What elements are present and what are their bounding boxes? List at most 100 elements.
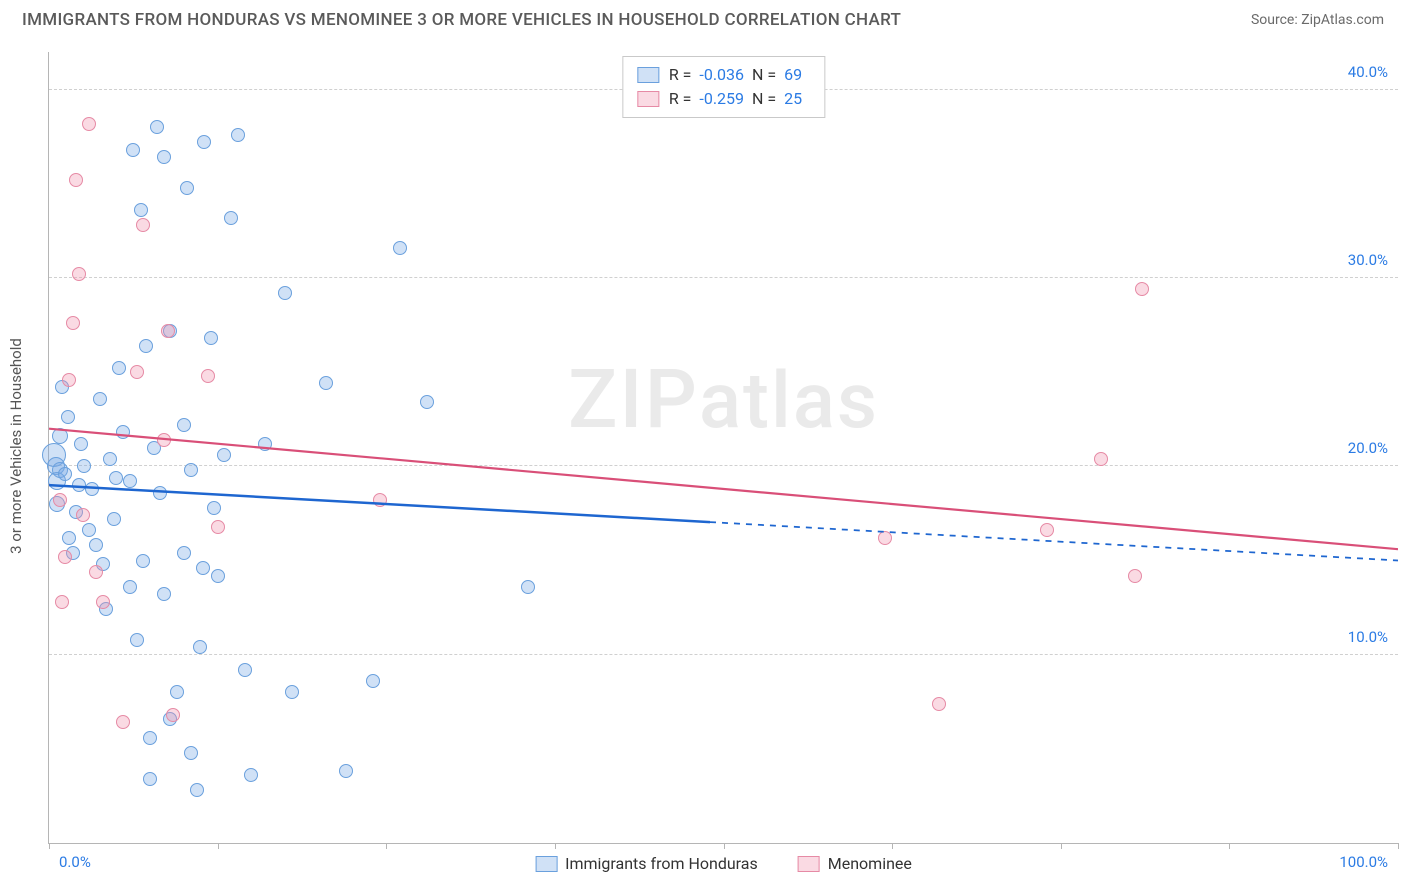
data-point [153,486,167,500]
data-point [201,369,215,383]
data-point [231,128,245,142]
data-point [93,392,107,406]
data-point [77,459,91,473]
x-axis-notch [1398,843,1399,849]
data-point [193,640,207,654]
data-point [244,768,258,782]
y-axis-tick: 10.0% [1348,628,1388,646]
data-point [150,120,164,134]
data-point [932,697,946,711]
data-point [1128,569,1142,583]
data-point [190,783,204,797]
scatter-plot-area: ZIPatlas R = -0.036N = 69 R = -0.259N = … [48,52,1398,844]
data-point [278,286,292,300]
x-axis-notch [218,843,219,849]
gridline [49,465,1398,466]
data-point [55,595,69,609]
legend-item-series-1: Immigrants from Honduras [535,854,758,873]
data-point [285,685,299,699]
data-point [211,520,225,534]
data-point [373,493,387,507]
data-point [319,376,333,390]
x-axis-notch [386,843,387,849]
data-point [521,580,535,594]
data-point [61,410,75,424]
data-point [211,569,225,583]
data-point [366,674,380,688]
data-point [1135,282,1149,296]
data-point [196,561,210,575]
n-value: 25 [784,89,802,108]
data-point [74,437,88,451]
data-point [116,715,130,729]
data-point [136,218,150,232]
data-point [177,418,191,432]
trend-lines [49,52,1398,843]
y-axis-tick: 20.0% [1348,439,1388,457]
data-point [96,595,110,609]
x-axis-notch [724,843,725,849]
legend-row-series-1: R = -0.036 N = 69 [637,63,810,87]
data-point [62,373,76,387]
x-axis-notch [892,843,893,849]
r-label: R = [669,89,696,108]
data-point [420,395,434,409]
data-point [157,433,171,447]
data-point [180,181,194,195]
data-point [204,331,218,345]
x-axis-notch [49,843,50,849]
data-point [134,203,148,217]
data-point [161,324,175,338]
r-value: -0.036 [699,65,744,84]
legend-label: Menominee [828,854,912,873]
data-point [130,365,144,379]
legend-label: Immigrants from Honduras [565,854,758,873]
x-axis-notch [1229,843,1230,849]
data-point [85,482,99,496]
data-point [166,708,180,722]
data-point [393,241,407,255]
data-point [66,316,80,330]
x-axis-notch [1061,843,1062,849]
data-point [139,339,153,353]
data-point [184,746,198,760]
data-point [52,428,68,444]
data-point [72,478,86,492]
data-point [878,531,892,545]
data-point [89,565,103,579]
correlation-legend: R = -0.036N = 69 R = -0.259N = 25 [622,56,825,118]
y-axis-tick: 40.0% [1348,63,1388,81]
data-point [130,633,144,647]
n-value: 69 [784,65,802,84]
data-point [126,143,140,157]
data-point [89,538,103,552]
n-label: N = [752,89,780,108]
data-point [207,501,221,515]
n-label: N = [752,65,780,84]
legend-swatch-icon [637,91,659,107]
data-point [157,587,171,601]
data-point [53,493,67,507]
data-point [136,554,150,568]
data-point [1094,452,1108,466]
legend-swatch-icon [637,67,659,83]
legend-swatch-icon [535,856,557,872]
chart-title: IMMIGRANTS FROM HONDURAS VS MENOMINEE 3 … [22,10,901,30]
gridline [49,654,1398,655]
data-point [224,211,238,225]
data-point [116,425,130,439]
data-point [143,731,157,745]
data-point [58,467,72,481]
data-point [82,523,96,537]
data-point [76,508,90,522]
y-axis-label: 3 or more Vehicles in Household [7,338,25,554]
data-point [82,117,96,131]
data-point [184,463,198,477]
legend-swatch-icon [798,856,820,872]
data-point [123,580,137,594]
x-axis-tick-max: 100.0% [1339,853,1388,871]
r-label: R = [669,65,696,84]
data-point [72,267,86,281]
y-axis-tick: 30.0% [1348,251,1388,269]
watermark: ZIPatlas [568,352,879,448]
